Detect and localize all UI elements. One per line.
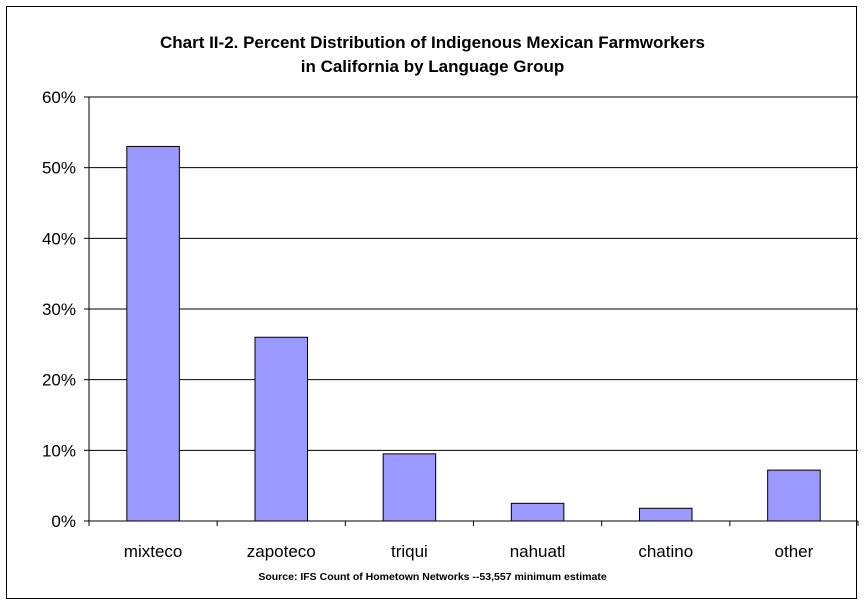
bar-zapoteco [254,336,309,522]
y-tick-label: 30% [42,300,76,319]
y-tick-label: 50% [42,159,76,178]
x-tick-labels: mixteco zapoteco triqui nahuatl chatino other [124,542,814,561]
x-tick-label-triqui: triqui [391,542,428,561]
y-tick-labels: 0% 10% 20% 30% 40% 50% 60% [42,88,76,531]
x-tick-label-mixteco: mixteco [124,542,183,561]
y-tick-label: 40% [42,229,76,248]
bar-other [767,469,821,522]
chart-title-line-1: Chart II-2. Percent Distribution of Indi… [159,33,706,52]
x-tick-label-other: other [775,542,814,561]
y-tick-label: 10% [42,441,76,460]
y-tick-label: 0% [51,512,76,531]
y-tick-label: 20% [42,371,76,390]
bar-nahuatl [510,502,565,522]
axes [84,96,859,526]
y-tick-label: 60% [42,88,76,107]
bar-chatino [638,507,693,522]
gridlines [89,96,858,451]
chart-title-line-2: in California by Language Group [300,57,565,76]
bars [126,145,821,522]
x-tick-label-zapoteco: zapoteco [247,542,316,561]
bar-triqui [382,453,437,522]
bar-mixteco [126,145,180,522]
x-tick-label-chatino: chatino [638,542,693,561]
x-tick-label-nahuatl: nahuatl [510,542,566,561]
source-note: Source: IFS Count of Hometown Networks -… [258,571,607,583]
